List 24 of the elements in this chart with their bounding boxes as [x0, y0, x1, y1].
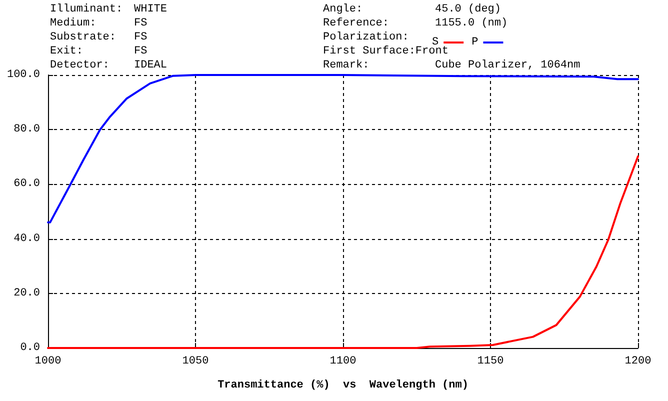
- x-tick-label: 1050: [182, 356, 209, 368]
- y-tick-label: 0.0: [20, 342, 40, 354]
- text: Exit: FS: [50, 46, 148, 58]
- text: Remark: Cube Polarizer, 1064nm: [323, 60, 580, 72]
- x-tick-label: 1100: [330, 356, 356, 368]
- text: Medium: FS: [50, 18, 148, 30]
- y-tick-label: 100.0: [6, 69, 40, 81]
- y-tick-label: 20.0: [14, 287, 40, 300]
- text: Substrate: FS: [50, 32, 148, 44]
- text: First Surface:Front: [323, 46, 448, 58]
- text: Polarization:: [323, 32, 409, 44]
- text: Reference: 1155.0 (nm): [323, 18, 508, 30]
- x-tick-label: 1150: [477, 356, 504, 368]
- y-tick-label: 40.0: [14, 232, 40, 245]
- x-axis-title: Transmittance (%) vs Wavelength (nm): [218, 380, 468, 392]
- y-tick-label: 60.0: [14, 178, 40, 190]
- x-tick-label: 1200: [624, 356, 652, 368]
- legend-label: P: [472, 36, 479, 48]
- text: Illuminant: WHITE: [50, 4, 168, 16]
- text: Angle: 45.0 (deg): [323, 4, 502, 16]
- legend-label: S: [432, 36, 439, 48]
- x-tick-label: 1000: [34, 356, 62, 368]
- y-tick-label: 80.0: [14, 124, 40, 136]
- text: Detector: IDEAL: [50, 60, 168, 72]
